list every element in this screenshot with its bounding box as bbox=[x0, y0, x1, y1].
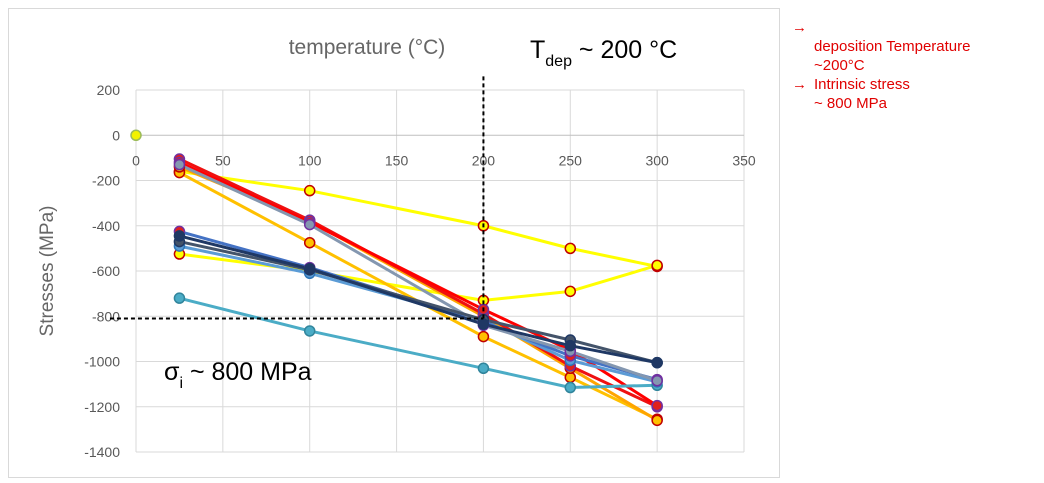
data-point bbox=[651, 414, 663, 427]
data-point bbox=[651, 356, 663, 369]
notes-panel: → deposition Temperature ~200°C → Intrin… bbox=[792, 18, 1042, 113]
x-tick-label: 0 bbox=[132, 152, 140, 168]
intrinsic-stress-annotation: σi ~ 800 MPa bbox=[164, 358, 312, 392]
x-tick-label: 350 bbox=[732, 152, 756, 168]
note-line: ~ 800 MPa bbox=[814, 95, 887, 112]
y-tick-label: -600 bbox=[92, 263, 120, 279]
data-point bbox=[477, 330, 490, 343]
data-point bbox=[303, 218, 316, 231]
data-point bbox=[564, 242, 577, 255]
note-line: ~200°C bbox=[814, 57, 865, 74]
y-tick-label: 200 bbox=[97, 82, 121, 98]
arrow-icon: → bbox=[792, 19, 807, 36]
data-point bbox=[564, 285, 577, 298]
deposition-temperature-annotation: Tdep ~ 200 °C bbox=[530, 36, 678, 70]
note-item: → Intrinsic stress ~ 800 MPa bbox=[792, 75, 1042, 113]
tdep-symbol: T bbox=[530, 36, 546, 64]
y-tick-label: -400 bbox=[92, 218, 120, 234]
data-point bbox=[173, 230, 186, 242]
tdep-value: ~ 200 °C bbox=[571, 36, 678, 64]
data-point bbox=[564, 339, 577, 352]
y-tick-label: -800 bbox=[92, 308, 120, 324]
y-tick-label: -1400 bbox=[84, 444, 120, 460]
y-tick-label: -1000 bbox=[84, 354, 120, 370]
y-tick-label: 0 bbox=[112, 127, 120, 143]
data-point bbox=[303, 236, 316, 249]
data-point bbox=[651, 259, 663, 272]
data-point bbox=[303, 184, 316, 197]
data-point bbox=[173, 158, 186, 171]
note-item: → deposition Temperature ~200°C bbox=[792, 18, 1042, 75]
sigma-symbol: σ bbox=[164, 358, 180, 386]
tdep-subscript: dep bbox=[545, 53, 572, 70]
chart-title: temperature (°C) bbox=[289, 36, 446, 59]
data-point bbox=[564, 381, 577, 394]
x-tick-label: 200 bbox=[472, 152, 496, 168]
data-point bbox=[303, 262, 316, 275]
y-tick-label: -1200 bbox=[84, 399, 120, 415]
x-tick-label: 300 bbox=[645, 152, 669, 168]
data-point bbox=[477, 318, 490, 330]
data-point bbox=[477, 362, 490, 375]
x-tick-label: 250 bbox=[559, 152, 583, 168]
chart-area: 200 0 -200 -400 -600 -800 -1000 -1200 -1400 0 50 10… bbox=[8, 8, 780, 478]
note-line: Intrinsic stress bbox=[814, 76, 910, 93]
data-point bbox=[173, 292, 186, 304]
x-tick-label: 50 bbox=[215, 152, 231, 168]
sigma-subscript: i bbox=[179, 375, 183, 392]
data-point bbox=[651, 399, 663, 412]
sigma-value: ~ 800 MPa bbox=[183, 358, 312, 386]
data-point bbox=[303, 325, 316, 337]
x-tick-label: 100 bbox=[298, 152, 322, 168]
y-tick-label: -200 bbox=[92, 173, 120, 189]
y-axis-label: Stresses (MPa) bbox=[37, 206, 58, 337]
arrow-icon: → bbox=[792, 76, 807, 93]
note-line: deposition Temperature bbox=[814, 38, 971, 55]
x-tick-label: 150 bbox=[385, 152, 409, 168]
stress-temperature-chart: 200 0 -200 -400 -600 -800 -1000 -1200 -1400 0 50 10… bbox=[37, 36, 756, 460]
data-point bbox=[651, 374, 663, 387]
note-line bbox=[814, 18, 1042, 37]
origin-point bbox=[130, 129, 142, 141]
